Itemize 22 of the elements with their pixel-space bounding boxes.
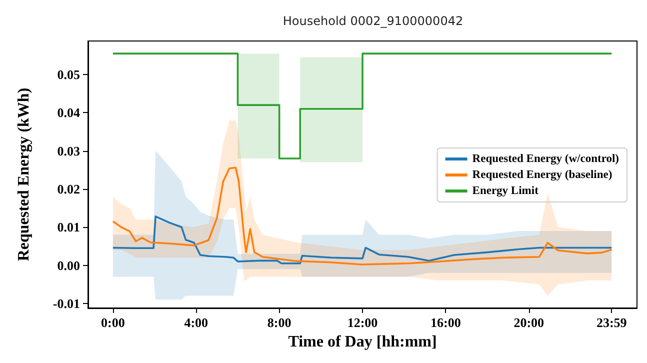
y-tick-label: 0.02: [57, 181, 80, 196]
x-axis-title: Time of Day [hh:mm]: [288, 334, 437, 350]
y-axis-title: Requested Energy (kWh): [16, 88, 32, 262]
chart-title: Household 0002_9100000042: [282, 14, 464, 28]
y-tick-label: -0.01: [52, 296, 80, 311]
x-tick-label: 20:00: [514, 315, 544, 330]
x-tick-label: 0:00: [101, 315, 125, 330]
y-tick-label: 0.03: [57, 143, 80, 158]
x-tick-label: 23:59: [596, 315, 628, 330]
x-tick-label: 12:00: [347, 315, 378, 330]
legend-label: Requested Energy (w/control): [472, 153, 620, 165]
line-series: [112, 166, 613, 266]
legend-label: Energy Limit: [472, 185, 539, 197]
x-tick-label: 8:00: [267, 315, 292, 330]
x-tick-label: 16:00: [430, 315, 461, 330]
line-series: [112, 216, 613, 264]
legend-label: Requested Energy (baseline): [472, 169, 612, 181]
y-tick-label: 0.01: [57, 220, 80, 235]
y-tick-label: 0.05: [57, 67, 80, 82]
x-tick-label: 4:00: [184, 315, 208, 330]
y-tick-label: 0.00: [57, 258, 80, 273]
y-tick-label: 0.04: [57, 105, 80, 120]
